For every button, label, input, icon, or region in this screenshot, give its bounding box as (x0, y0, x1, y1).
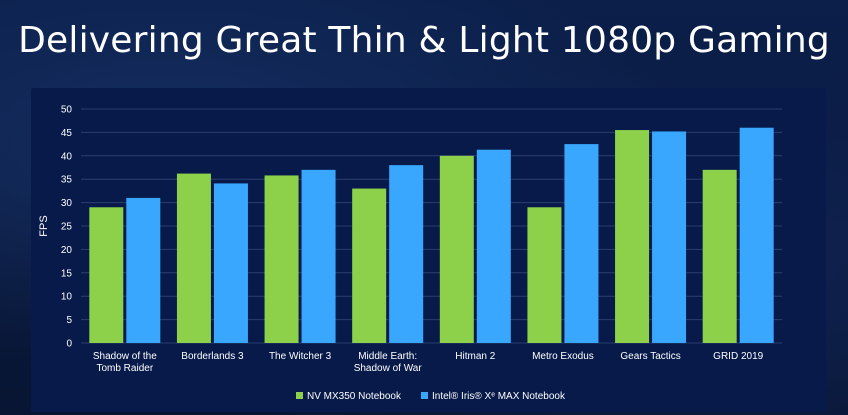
bar-series-b (126, 197, 161, 343)
bar-series-a (352, 188, 387, 343)
y-tick-label: 30 (61, 198, 73, 209)
y-axis-label: FPS (38, 215, 50, 236)
y-tick-label: 5 (66, 315, 72, 326)
bar-series-b (739, 127, 774, 343)
bar-series-b (476, 149, 511, 343)
bar-series-b (213, 183, 248, 343)
x-tick-label: The Witcher 3 (269, 351, 332, 362)
legend-swatch-series-a (296, 392, 303, 399)
bar-series-b (389, 165, 424, 343)
x-tick-label: GRID 2019 (713, 351, 763, 362)
x-tick-label: Borderlands 3 (181, 351, 244, 362)
bar-series-a (176, 173, 211, 343)
bar-series-b (301, 169, 336, 343)
bar-series-a (527, 207, 562, 343)
y-tick-label: 40 (61, 151, 73, 162)
y-tick-label: 15 (61, 268, 73, 279)
x-tick-label: Shadow of the Tomb Raider (93, 351, 157, 374)
legend-label-series-b: Intel® Iris® Xᵉ MAX Notebook (432, 391, 566, 402)
chart-panel (31, 88, 826, 412)
bar-series-b (652, 131, 687, 343)
x-tick-label: Gears Tactics (620, 351, 680, 362)
x-tick-label: Metro Exodus (532, 351, 594, 362)
legend-swatch-series-b (421, 392, 428, 399)
y-tick-label: 35 (61, 175, 73, 186)
y-tick-label: 45 (61, 128, 73, 139)
bar-series-a (702, 169, 737, 343)
slide-title: Delivering Great Thin & Light 1080p Gami… (18, 20, 830, 61)
bar-series-a (615, 130, 650, 343)
bar-series-a (264, 175, 299, 343)
y-tick-label: 10 (61, 292, 73, 303)
y-tick-label: 25 (61, 222, 73, 233)
y-tick-label: 20 (61, 245, 73, 256)
bar-series-a (89, 207, 124, 343)
x-tick-label: Hitman 2 (455, 351, 495, 362)
y-tick-label: 50 (61, 105, 73, 116)
x-tick-label: Middle Earth: Shadow of War (354, 351, 423, 374)
legend-label-series-a: NV MX350 Notebook (307, 391, 402, 402)
bar-series-a (439, 155, 474, 343)
y-tick-label: 0 (66, 339, 72, 350)
bar-series-b (564, 144, 599, 343)
